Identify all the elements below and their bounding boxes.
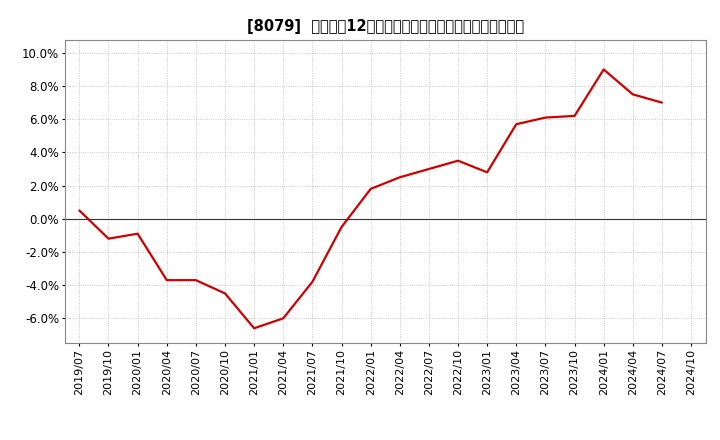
Title: [8079]  売上高の12か月移動合計の対前年同期増減率の推移: [8079] 売上高の12か月移動合計の対前年同期増減率の推移 (247, 19, 523, 34)
